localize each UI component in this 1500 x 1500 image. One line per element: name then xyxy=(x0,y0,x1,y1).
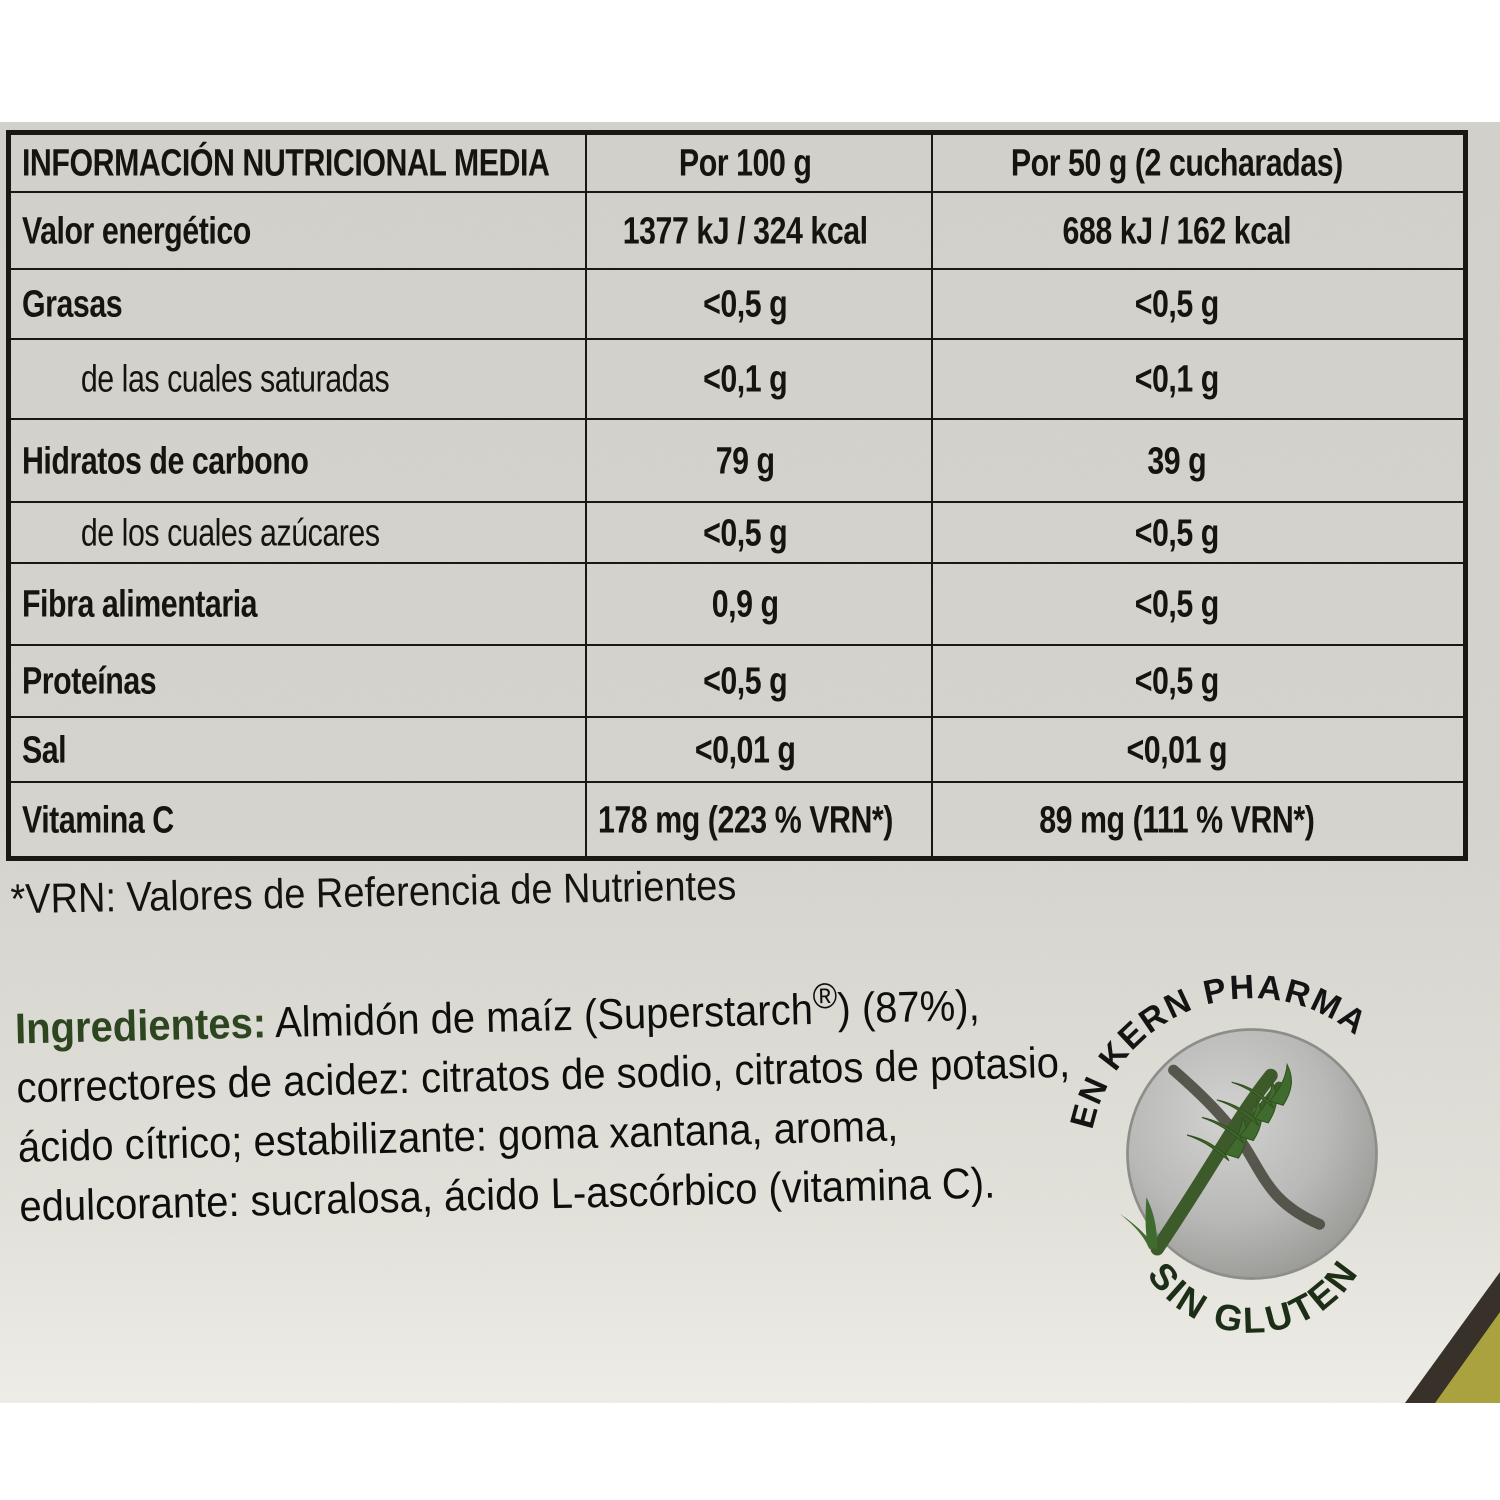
svg-text:SIN GLUTEN: SIN GLUTEN xyxy=(1140,1251,1367,1341)
svg-text:EN KERN PHARMA: EN KERN PHARMA xyxy=(1063,968,1375,1132)
